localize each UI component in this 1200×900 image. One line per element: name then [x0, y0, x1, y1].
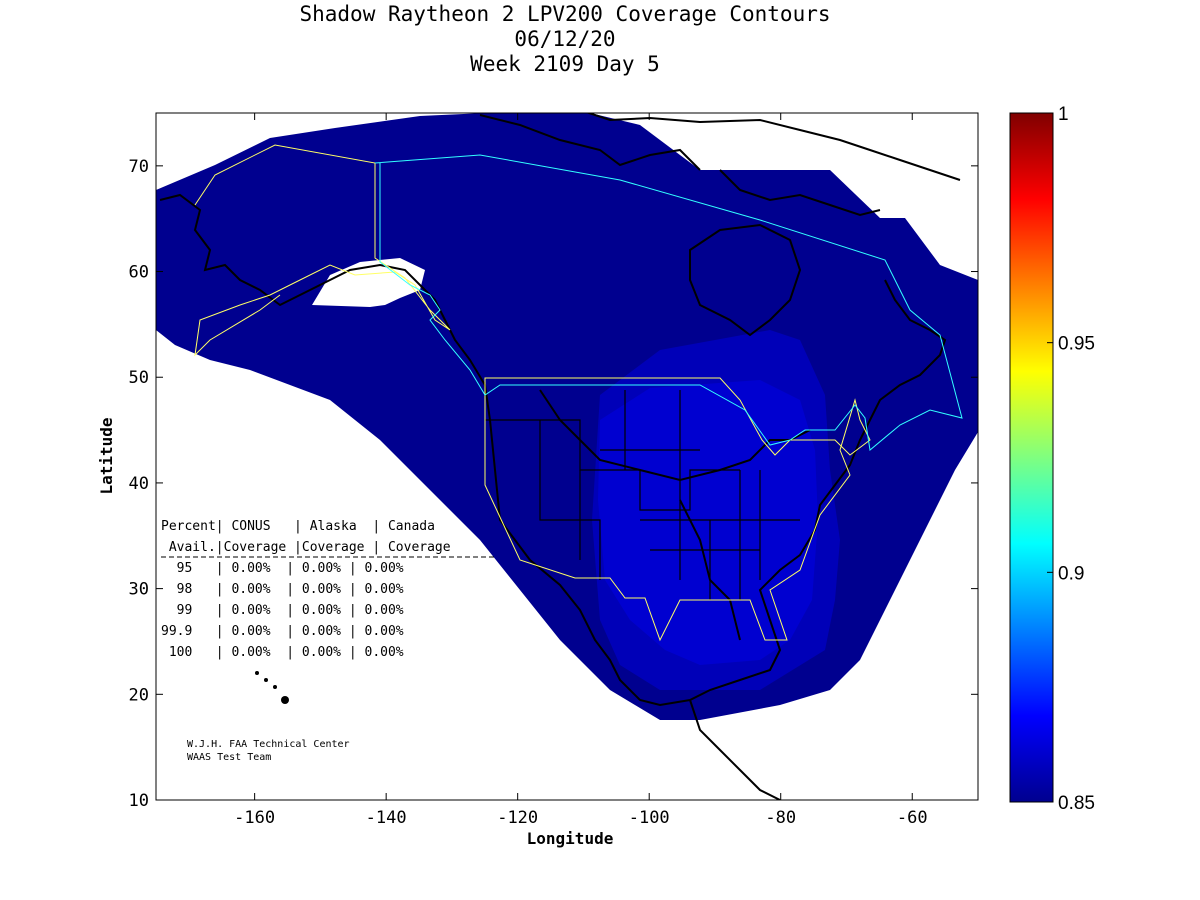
y-tick-label: 30 — [129, 580, 149, 600]
colorbar-tick-label: 1 — [1058, 104, 1069, 125]
table-header-1: Percent| CONUS | Alaska | Canada — [161, 519, 435, 534]
x-axis-label: Longitude — [527, 829, 614, 848]
y-tick-label: 70 — [129, 157, 149, 177]
table-header-2: Avail.|Coverage |Coverage | Coverage — [161, 540, 451, 555]
fir-boundary-conus — [484, 377, 871, 642]
credit-line1: W.J.H. FAA Technical Center — [187, 739, 350, 750]
fir-boundary-yellow — [194, 144, 451, 357]
chart-title-line3: Week 2109 Day 5 — [470, 52, 660, 76]
table-row: 99.9 | 0.00% | 0.00% | 0.00% — [161, 624, 404, 639]
x-tick-label: -100 — [629, 808, 670, 828]
x-tick-label: -80 — [765, 808, 796, 828]
fir-boundary-cyan — [374, 154, 963, 451]
y-tick-label: 50 — [129, 368, 149, 388]
hawaii-islands — [255, 671, 289, 704]
colorbar-ticks: 1 0.95 0.9 0.85 — [1047, 104, 1095, 814]
state-borders — [485, 390, 800, 600]
table-row: 98 | 0.00% | 0.00% | 0.00% — [161, 582, 404, 597]
table-row: 99 | 0.00% | 0.00% | 0.00% — [161, 603, 404, 618]
y-tick-label: 40 — [129, 474, 149, 494]
y-axis-label: Latitude — [97, 417, 116, 494]
colorbar-tick-label: 0.85 — [1058, 793, 1095, 814]
coverage-gap-alaska — [312, 258, 425, 307]
y-axis: 70 60 50 40 30 20 10 — [129, 157, 978, 811]
x-tick-label: -160 — [234, 808, 275, 828]
y-tick-label: 60 — [129, 263, 149, 283]
table-row: 95 | 0.00% | 0.00% | 0.00% — [161, 561, 404, 576]
chart-title-line1: Shadow Raytheon 2 LPV200 Coverage Contou… — [299, 2, 831, 26]
x-tick-label: -140 — [366, 808, 407, 828]
x-tick-label: -60 — [897, 808, 928, 828]
colorbar-tick-label: 0.9 — [1058, 563, 1084, 584]
plot-frame — [155, 112, 979, 801]
colorbar — [1009, 112, 1054, 803]
chart-title-line2: 06/12/20 — [514, 27, 616, 51]
y-tick-label: 10 — [129, 791, 149, 811]
coastlines — [159, 113, 961, 800]
y-tick-label: 20 — [129, 685, 149, 705]
coverage-region-inner — [598, 380, 818, 665]
credit-line2: WAAS Test Team — [187, 752, 271, 763]
x-axis: -160 -140 -120 -100 -80 -60 — [234, 113, 928, 828]
coverage-table: Percent| CONUS | Alaska | Canada Avail.|… — [161, 519, 495, 660]
table-row: 100 | 0.00% | 0.00% | 0.00% — [161, 645, 404, 660]
x-tick-label: -120 — [497, 808, 538, 828]
colorbar-tick-label: 0.95 — [1058, 334, 1095, 355]
